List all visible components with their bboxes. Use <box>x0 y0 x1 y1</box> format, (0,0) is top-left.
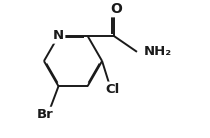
Text: Cl: Cl <box>105 83 119 96</box>
Text: O: O <box>110 2 122 16</box>
Text: N: N <box>53 29 64 42</box>
Text: NH₂: NH₂ <box>144 45 172 58</box>
Text: Br: Br <box>37 108 54 121</box>
